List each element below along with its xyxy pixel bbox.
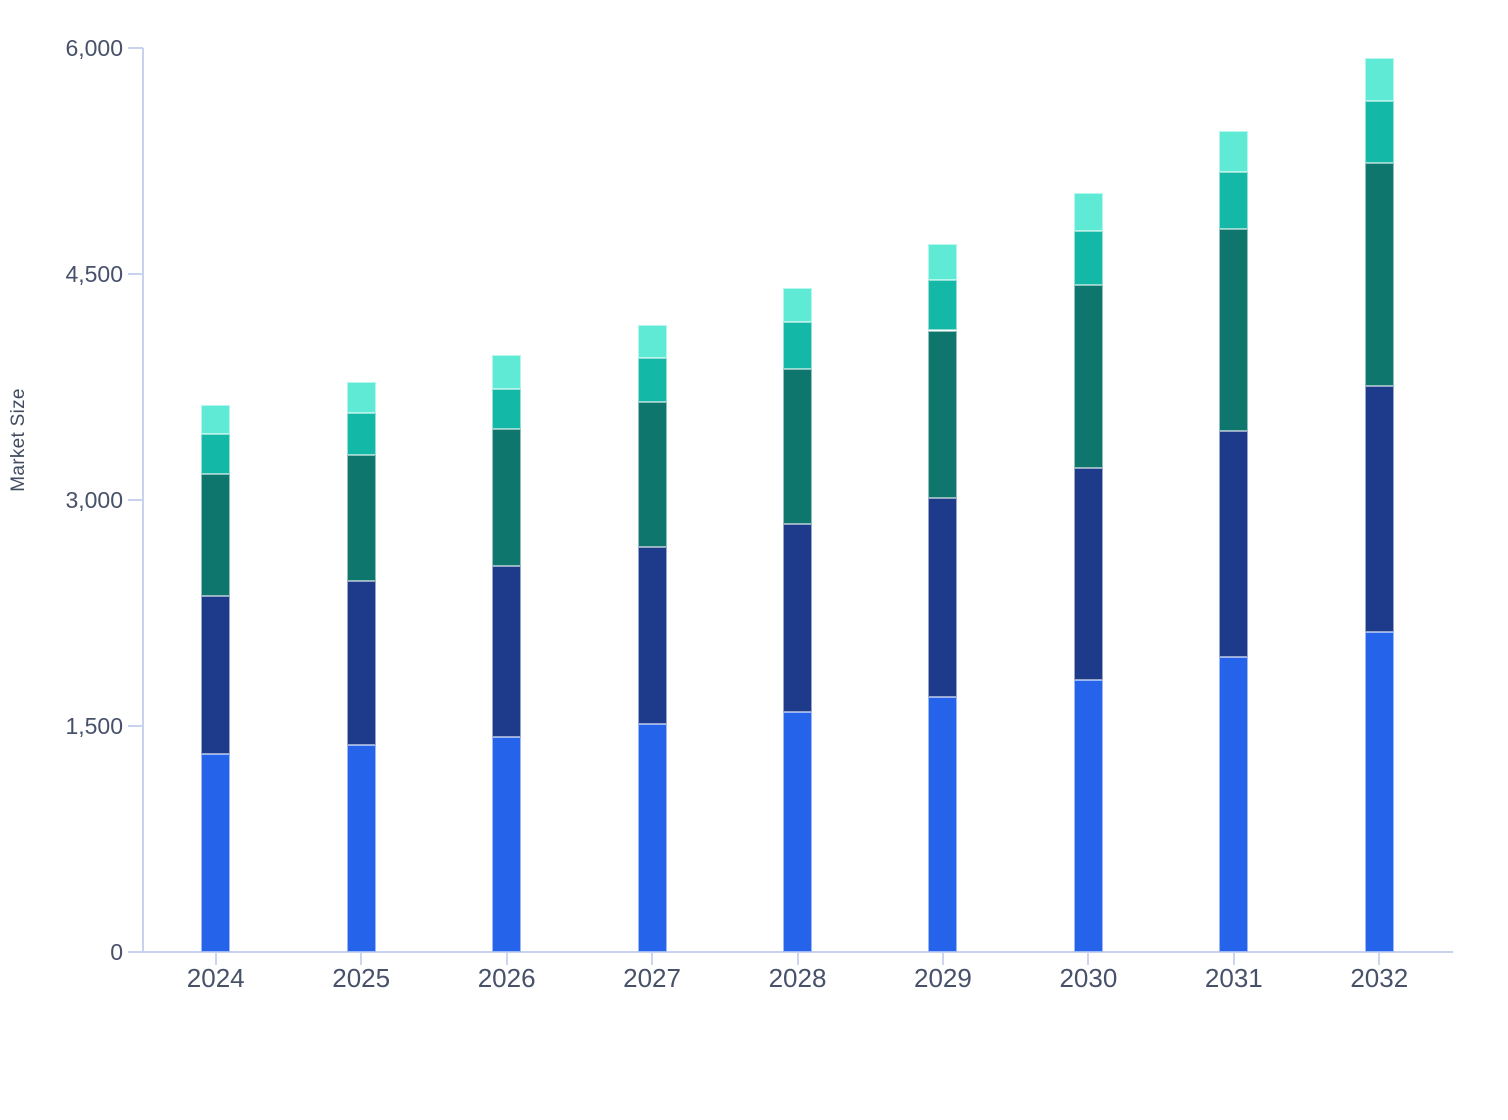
bar-2024-teal-segment[interactable]	[201, 434, 231, 475]
bar-2024-navy-segment[interactable]	[201, 596, 231, 754]
bar-2029-teal-segment[interactable]	[928, 280, 958, 331]
y-tick-mark	[128, 499, 143, 501]
bar-2027-navy-segment[interactable]	[637, 546, 667, 725]
bar-2032-blue-bottom-segment[interactable]	[1364, 631, 1394, 952]
bar-2027-dark-teal-segment[interactable]	[637, 402, 667, 547]
bar-2028-mint-top-segment[interactable]	[783, 288, 812, 323]
bar-2026-teal-segment[interactable]	[492, 388, 522, 430]
bar-2028-dark-teal-segment[interactable]	[783, 368, 812, 525]
bar-2025-blue-bottom-segment[interactable]	[346, 744, 376, 952]
y-tick-mark	[128, 273, 143, 275]
bar-2030-blue-bottom-segment[interactable]	[1073, 680, 1103, 952]
y-tick-label: 1,500	[65, 713, 123, 739]
bar-2031-blue-bottom-segment[interactable]	[1219, 656, 1249, 952]
bar-2027-teal-segment[interactable]	[637, 358, 667, 403]
y-tick-mark	[128, 725, 143, 727]
bar-2024-dark-teal-segment[interactable]	[201, 474, 231, 597]
bar-2024-blue-bottom-segment[interactable]	[201, 753, 231, 952]
bar-2029-navy-segment[interactable]	[928, 498, 958, 697]
bar-2031-dark-teal-segment[interactable]	[1219, 228, 1249, 432]
y-tick-label: 6,000	[65, 35, 123, 61]
x-tick-label-2026: 2026	[477, 963, 536, 993]
bar-2030-navy-segment[interactable]	[1073, 468, 1103, 681]
x-axis-line	[142, 951, 1453, 953]
bar-2029-blue-bottom-segment[interactable]	[928, 696, 958, 952]
bar-2032-teal-segment[interactable]	[1364, 100, 1394, 164]
x-tick-label-2028: 2028	[768, 963, 827, 993]
x-tick-mark	[1232, 953, 1235, 965]
bar-2028-blue-bottom-segment[interactable]	[783, 712, 812, 952]
y-axis-line	[142, 48, 144, 953]
y-tick-label: 0	[110, 939, 123, 965]
bar-2026-blue-bottom-segment[interactable]	[492, 736, 522, 952]
bar-2028-teal-segment[interactable]	[783, 322, 812, 369]
x-tick-mark	[796, 953, 799, 965]
bar-2025-mint-top-segment[interactable]	[346, 382, 376, 414]
x-tick-mark	[214, 953, 217, 965]
bar-2026-navy-segment[interactable]	[492, 565, 522, 737]
bar-2032-mint-top-segment[interactable]	[1364, 57, 1394, 101]
y-tick-mark	[128, 951, 143, 953]
bar-2031-teal-segment[interactable]	[1219, 172, 1249, 229]
bar-2027-mint-top-segment[interactable]	[637, 325, 667, 359]
x-tick-mark	[1087, 953, 1090, 965]
bar-2029-dark-teal-segment[interactable]	[928, 330, 958, 499]
x-tick-mark	[1378, 953, 1381, 965]
y-tick-mark	[128, 47, 143, 49]
bar-2025-navy-segment[interactable]	[346, 581, 376, 745]
x-tick-mark	[651, 953, 654, 965]
bar-2030-dark-teal-segment[interactable]	[1073, 284, 1103, 469]
x-tick-label-2029: 2029	[914, 963, 972, 993]
bar-2030-mint-top-segment[interactable]	[1073, 192, 1103, 232]
x-tick-label-2030: 2030	[1059, 963, 1118, 993]
y-tick-label: 4,500	[65, 261, 123, 287]
x-tick-mark	[505, 953, 508, 965]
bar-2028-navy-segment[interactable]	[783, 524, 812, 713]
bar-2026-dark-teal-segment[interactable]	[492, 429, 522, 566]
bar-2027-blue-bottom-segment[interactable]	[637, 724, 667, 952]
bar-2031-mint-top-segment[interactable]	[1219, 130, 1249, 173]
x-tick-label-2031: 2031	[1204, 963, 1263, 993]
x-tick-mark	[360, 953, 363, 965]
x-tick-mark	[941, 953, 944, 965]
bar-2025-teal-segment[interactable]	[346, 413, 376, 455]
bar-2029-mint-top-segment[interactable]	[928, 243, 958, 281]
y-axis-title: Market Size	[8, 388, 29, 492]
x-tick-label-2032: 2032	[1350, 963, 1409, 993]
bar-2032-navy-segment[interactable]	[1364, 386, 1394, 632]
x-tick-label-2025: 2025	[332, 963, 391, 993]
bar-2025-dark-teal-segment[interactable]	[346, 454, 376, 582]
x-tick-label-2024: 2024	[186, 963, 245, 993]
y-tick-label: 3,000	[65, 487, 123, 513]
x-tick-label-2027: 2027	[623, 963, 681, 993]
bar-2026-mint-top-segment[interactable]	[492, 355, 522, 389]
bar-2024-mint-top-segment[interactable]	[201, 405, 231, 435]
bar-2031-navy-segment[interactable]	[1219, 431, 1249, 657]
bar-2032-dark-teal-segment[interactable]	[1364, 163, 1394, 387]
bar-2030-teal-segment[interactable]	[1073, 231, 1103, 285]
